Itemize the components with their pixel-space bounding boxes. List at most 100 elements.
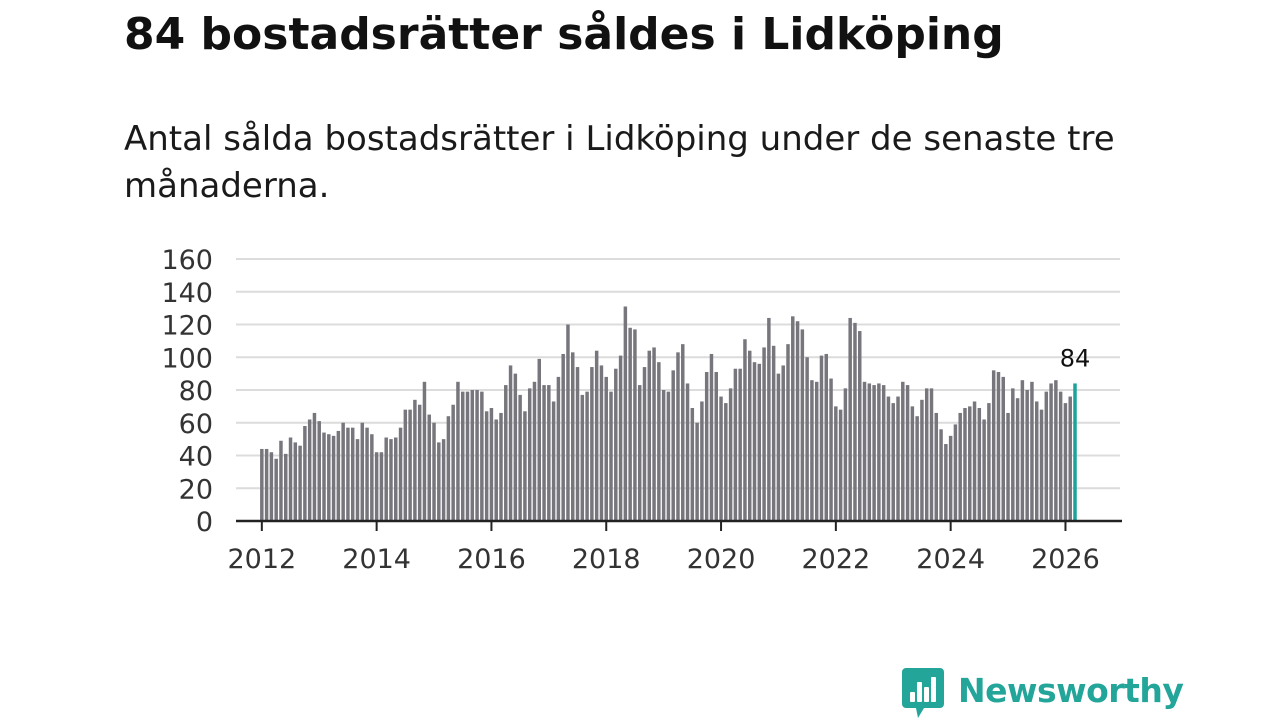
y-tick-label-120: 120: [161, 311, 213, 342]
bar-15: [331, 435, 336, 521]
bar-32: [413, 399, 417, 521]
bar-115: [810, 380, 814, 521]
bar-49: [494, 419, 498, 521]
bar-155: [1001, 376, 1005, 521]
bar-140: [929, 388, 934, 521]
bar-126: [862, 381, 867, 521]
bar-1: [264, 448, 269, 521]
bar-116: [814, 381, 819, 521]
bar-60: [547, 385, 551, 521]
chart-subtitle: Antal sålda bostadsrätter i Lidköping un…: [124, 119, 1115, 206]
bar-94: [709, 353, 714, 521]
bar-16: [336, 430, 341, 521]
bar-17: [341, 422, 345, 521]
bar-81: [647, 350, 652, 521]
bar-156: [1006, 412, 1010, 521]
bar-89: [685, 383, 690, 521]
bar-151: [982, 419, 986, 521]
bar-119: [829, 378, 833, 521]
bar-84: [661, 390, 666, 521]
bar-3: [274, 458, 278, 521]
bar-98: [728, 388, 733, 521]
x-tick-label-2020: 2020: [687, 544, 756, 575]
bar-30: [403, 409, 408, 521]
bar-133: [896, 396, 900, 521]
bar-4: [279, 440, 283, 521]
bar-48: [489, 408, 494, 521]
bar-26: [384, 437, 388, 521]
bar-39: [446, 416, 451, 521]
bar-20: [355, 439, 360, 522]
brand-name: Newsworthy: [958, 671, 1184, 710]
bar-109: [781, 365, 785, 521]
bar-82: [652, 347, 656, 521]
bar-11: [312, 412, 317, 521]
bar-29: [398, 427, 403, 521]
bar-145: [953, 424, 958, 521]
bar-158: [1015, 398, 1020, 521]
bar-141: [934, 412, 939, 521]
y-tick-label-140: 140: [161, 278, 213, 309]
y-tick-label-40: 40: [179, 442, 213, 473]
bar-54: [518, 394, 522, 521]
bar-159: [1020, 380, 1025, 521]
bar-24: [374, 452, 379, 521]
bar-97: [724, 403, 728, 521]
bar-76: [623, 306, 628, 521]
bar-136: [910, 406, 915, 522]
bar-31: [408, 409, 412, 521]
bar-18: [346, 427, 350, 521]
bar-120: [834, 406, 838, 522]
bar-71: [599, 365, 604, 521]
bar-46: [480, 391, 484, 521]
bar-101: [743, 339, 747, 521]
bar-168: [1063, 403, 1068, 521]
bar-170: [1073, 383, 1077, 521]
bar-149: [972, 401, 977, 521]
bar-167: [1058, 391, 1063, 521]
bar-143: [944, 444, 948, 521]
bar-13: [322, 432, 326, 521]
bar-129: [877, 383, 881, 521]
bar-146: [958, 412, 962, 521]
bar-132: [891, 403, 895, 521]
bar-110: [786, 344, 790, 521]
bar-0: [260, 448, 264, 521]
bar-75: [618, 355, 623, 521]
y-tick-label-60: 60: [179, 409, 213, 440]
bar-85: [666, 391, 671, 521]
bar-117: [819, 355, 824, 521]
x-tick-label-2012: 2012: [227, 544, 296, 575]
bar-112: [795, 321, 800, 521]
bar-8: [298, 445, 302, 521]
bar-62: [556, 376, 561, 521]
bar-108: [776, 373, 781, 522]
bar-142: [939, 429, 943, 521]
bar-165: [1049, 383, 1053, 521]
bar-65: [571, 352, 575, 521]
x-tick-label-2022: 2022: [801, 544, 870, 575]
bar-10: [307, 419, 312, 521]
bar-7: [293, 442, 298, 521]
bar-41: [456, 381, 460, 521]
bar-9: [303, 426, 307, 521]
bar-154: [996, 371, 1001, 521]
bars: [260, 306, 1077, 522]
bar-113: [800, 329, 805, 521]
bar-93: [704, 371, 709, 521]
bar-130: [881, 385, 886, 521]
bar-128: [872, 385, 876, 521]
bar-139: [924, 388, 929, 521]
bar-134: [901, 381, 905, 521]
bar-105: [762, 347, 766, 521]
newsworthy-logo-icon: [902, 668, 944, 718]
bar-147: [963, 408, 967, 521]
bar-138: [920, 399, 924, 521]
bar-72: [604, 376, 608, 521]
bar-88: [681, 344, 685, 521]
bar-40: [451, 404, 455, 521]
bar-90: [690, 408, 695, 521]
bar-66: [575, 367, 580, 521]
bar-61: [551, 401, 556, 521]
x-tick-label-2014: 2014: [342, 544, 411, 575]
